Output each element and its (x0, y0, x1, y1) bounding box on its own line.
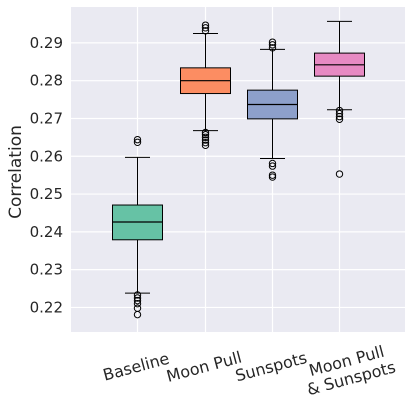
outlier-point (201, 141, 210, 150)
outlier-point (268, 171, 277, 179)
y-tick-label: 0.26 (30, 147, 63, 165)
y-axis-label: Correlation (6, 125, 26, 219)
x-tick-label-line: Moon Pull (164, 348, 243, 386)
box-group (314, 20, 365, 178)
y-tick-label: 0.24 (30, 223, 63, 241)
outlier-point (268, 159, 277, 168)
box-layer (112, 20, 365, 319)
outlier-point (201, 138, 210, 147)
outlier-point (133, 296, 142, 305)
x-tick-label: Moon Pull (164, 348, 243, 386)
outlier-point (201, 24, 210, 32)
y-tick-label: 0.25 (30, 185, 63, 203)
outlier-point (133, 299, 142, 308)
outlier-point (335, 115, 344, 123)
outlier-point (268, 173, 277, 181)
outlier-point (268, 162, 277, 170)
y-tick-label: 0.27 (30, 109, 63, 127)
outlier-point (335, 109, 344, 118)
outlier-point (133, 310, 142, 319)
outlier-point (133, 138, 142, 146)
box-group (247, 38, 298, 181)
y-tick-label: 0.22 (30, 298, 63, 316)
outlier-point (201, 136, 210, 144)
outlier-point (133, 294, 142, 302)
x-tick-label: Moon Pull& Sunspots (300, 340, 397, 399)
outlier-point (201, 21, 210, 29)
outlier-point (133, 135, 142, 144)
y-tick-label: 0.23 (30, 261, 63, 279)
outlier-point (268, 44, 277, 52)
y-tick-label: 0.28 (30, 72, 63, 90)
outlier-point (201, 133, 210, 142)
x-tick-label: Baseline (101, 349, 171, 385)
y-tick-label: 0.29 (30, 34, 63, 52)
outlier-point (335, 112, 344, 121)
x-tick-label-line: Sunspots (233, 348, 309, 385)
outlier-point (268, 38, 277, 46)
x-tick-label-line: Baseline (101, 349, 171, 385)
outlier-point (335, 170, 344, 178)
box-group (112, 135, 163, 319)
outlier-point (268, 41, 277, 49)
outlier-point (201, 27, 210, 35)
outlier-point (201, 128, 210, 137)
outlier-point (133, 291, 142, 299)
outlier-point (201, 131, 210, 139)
box-group (180, 21, 231, 150)
x-tick-label: Sunspots (233, 348, 309, 385)
